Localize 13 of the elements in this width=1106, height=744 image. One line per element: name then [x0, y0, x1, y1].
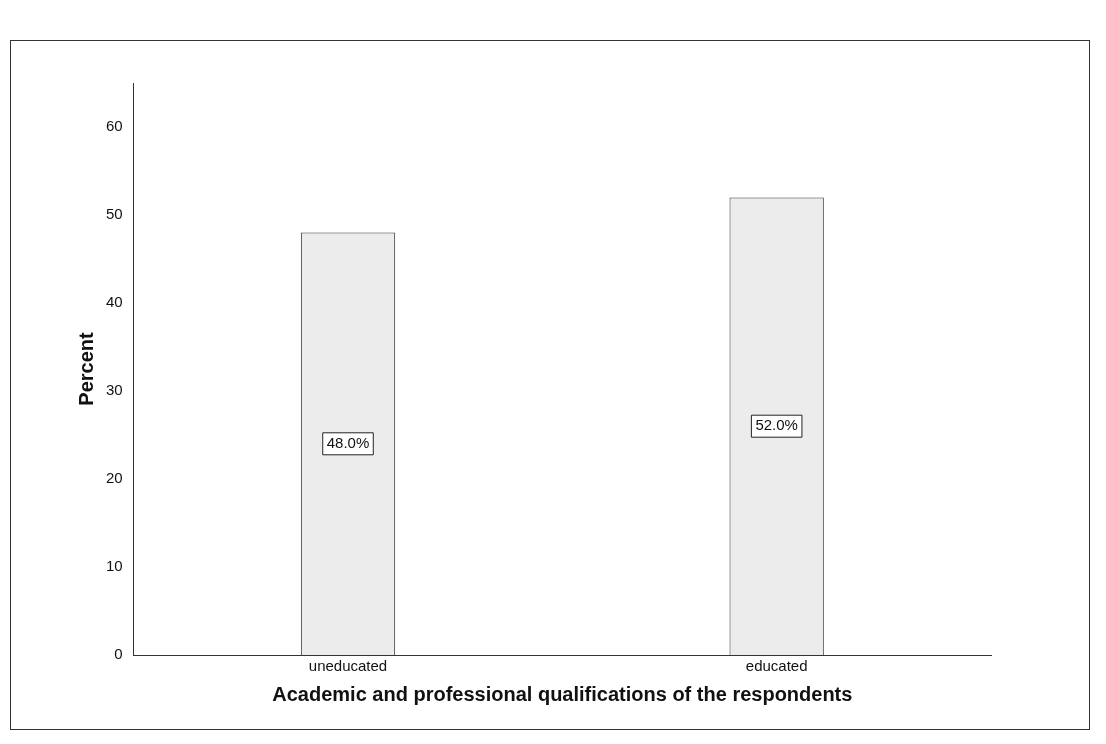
y-tick-label: 0: [114, 645, 123, 663]
data-label: 52.0%: [755, 416, 798, 434]
y-tick-label: 10: [106, 557, 123, 575]
x-tick-label: educated: [745, 657, 808, 675]
y-tick-label: 20: [106, 469, 123, 487]
data-label: 48.0%: [326, 433, 370, 451]
y-axis-title: Percent: [74, 331, 97, 406]
y-tick-label: 60: [106, 117, 123, 135]
y-tick-label: 30: [106, 381, 123, 399]
x-axis-title: Academic and professional qualifications of the respondents: [272, 682, 853, 705]
y-tick-label: 40: [106, 293, 123, 311]
x-tick-label: uneducated: [308, 657, 388, 675]
y-tick-label: 50: [106, 205, 123, 223]
